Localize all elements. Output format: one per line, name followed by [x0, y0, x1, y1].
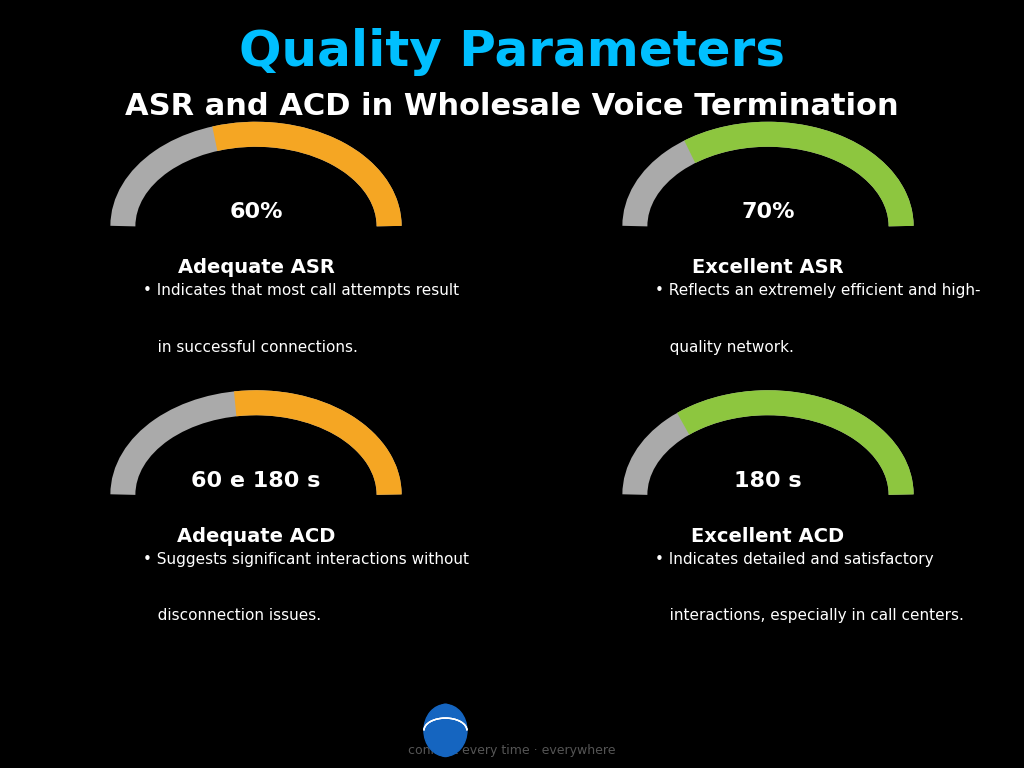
Text: 70%: 70% [741, 202, 795, 222]
Text: Excellent ASR: Excellent ASR [692, 258, 844, 277]
Text: • Indicates detailed and satisfactory: • Indicates detailed and satisfactory [655, 551, 934, 567]
Text: Adequate ASR: Adequate ASR [177, 258, 335, 277]
Text: disconnection issues.: disconnection issues. [143, 608, 321, 623]
Text: 60%: 60% [229, 202, 283, 222]
Text: Virtual-Call: Virtual-Call [433, 711, 591, 735]
Text: • Reflects an extremely efficient and high-: • Reflects an extremely efficient and hi… [655, 283, 980, 298]
Text: Excellent ACD: Excellent ACD [691, 527, 845, 546]
Text: quality network.: quality network. [655, 339, 794, 355]
Text: 60 e 180 s: 60 e 180 s [191, 471, 321, 491]
Text: 180 s: 180 s [734, 471, 802, 491]
Text: • Suggests significant interactions without: • Suggests significant interactions with… [143, 551, 469, 567]
Text: • Indicates that most call attempts result: • Indicates that most call attempts resu… [143, 283, 459, 298]
Circle shape [424, 704, 467, 756]
Text: Adequate ACD: Adequate ACD [177, 527, 335, 546]
Text: in successful connections.: in successful connections. [143, 339, 357, 355]
Text: ASR and ACD in Wholesale Voice Termination: ASR and ACD in Wholesale Voice Terminati… [125, 92, 899, 121]
Text: connect every time · everywhere: connect every time · everywhere [409, 744, 615, 757]
Text: interactions, especially in call centers.: interactions, especially in call centers… [655, 608, 964, 623]
Text: Quality Parameters: Quality Parameters [239, 28, 785, 76]
